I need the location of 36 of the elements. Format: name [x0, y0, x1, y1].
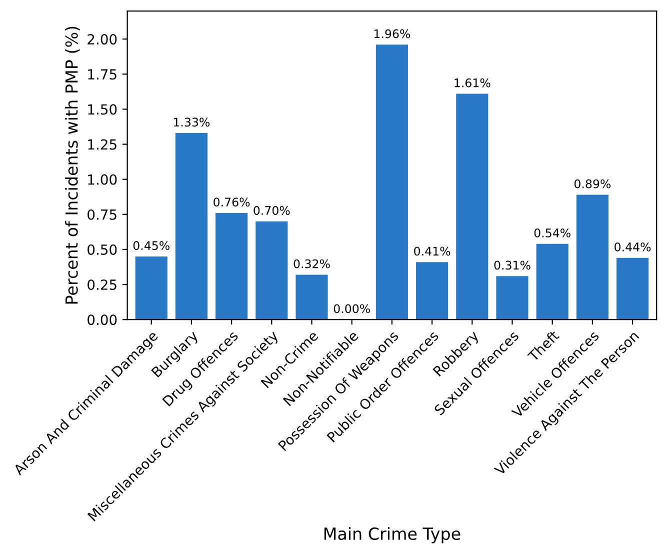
y-tick-label: 0.75 — [88, 209, 116, 220]
bar — [135, 256, 168, 320]
data-label: 1.33% — [174, 118, 210, 127]
bar — [576, 194, 608, 320]
bar — [536, 244, 568, 320]
bar — [216, 212, 248, 320]
y-tick-label: 1.00 — [88, 174, 117, 185]
y-tick-label: 1.75 — [88, 69, 116, 80]
data-label: 0.89% — [574, 179, 611, 188]
y-tick-label: 2.00 — [88, 34, 117, 45]
bar — [496, 276, 528, 320]
y-tick-label: 0.25 — [88, 279, 116, 290]
y-axis-title: Percent of Incidents with PMP (%) — [64, 26, 80, 304]
bar — [416, 262, 448, 320]
bar — [456, 94, 488, 320]
data-label: 1.61% — [454, 78, 490, 88]
data-label: 0.54% — [534, 228, 570, 238]
bar — [376, 44, 408, 320]
bar — [175, 133, 208, 320]
data-label: 0.41% — [414, 246, 450, 256]
data-label: 0.44% — [614, 242, 651, 252]
data-label: 0.70% — [254, 206, 290, 215]
data-label: 0.31% — [494, 260, 530, 270]
data-label: 0.32% — [294, 259, 330, 268]
y-tick-label: 1.25 — [88, 139, 116, 150]
data-label: 0.00% — [334, 304, 370, 314]
data-label: 1.96% — [374, 29, 410, 38]
data-label: 0.76% — [214, 198, 250, 207]
bar — [296, 274, 328, 320]
data-label: 0.45% — [133, 241, 170, 250]
x-axis-title: Main Crime Type — [324, 527, 460, 544]
bar — [616, 258, 649, 320]
y-tick-label: 0.00 — [88, 314, 117, 326]
y-tick-label: 1.50 — [88, 104, 117, 115]
bar — [256, 221, 288, 320]
y-tick-label: 0.50 — [88, 244, 117, 255]
